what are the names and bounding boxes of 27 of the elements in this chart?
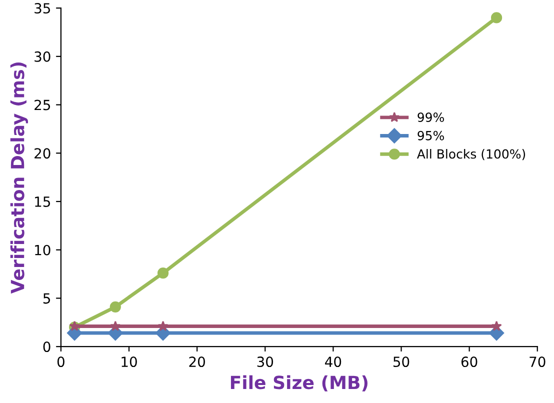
x-tick-label: 50 — [393, 356, 410, 368]
point — [110, 301, 121, 312]
y-tick-label: 15 — [35, 196, 50, 207]
x-tick-label: 60 — [461, 356, 478, 368]
x-tick-label: 40 — [325, 356, 342, 368]
x-tick-label: 30 — [257, 356, 274, 368]
y-tick-label: 25 — [34, 100, 50, 110]
y-axis-title: Verification Delay (ms) — [10, 62, 28, 294]
x-axis-title: File Size (MB) — [230, 375, 368, 392]
y-tick-label: 20 — [34, 148, 50, 159]
y-tick-label: 5 — [43, 293, 50, 304]
point — [110, 320, 121, 331]
y-tick-label: 35 — [34, 3, 50, 14]
x-tick-label: 0 — [57, 356, 64, 368]
y-tick-label: 30 — [34, 51, 50, 62]
y-tick-label: 10 — [35, 244, 50, 256]
x-tick-label: 70 — [530, 356, 546, 368]
legend-label: 95% — [418, 130, 444, 140]
point — [491, 320, 502, 331]
point — [158, 320, 168, 331]
x-tick-label: 10 — [122, 356, 137, 368]
point — [157, 268, 169, 279]
legend-label: All Blocks (100%) — [416, 148, 526, 160]
x-tick-label: 20 — [189, 356, 205, 368]
y-tick-label: 0 — [43, 342, 50, 352]
point — [490, 12, 502, 24]
legend-label: 99% — [418, 112, 444, 122]
